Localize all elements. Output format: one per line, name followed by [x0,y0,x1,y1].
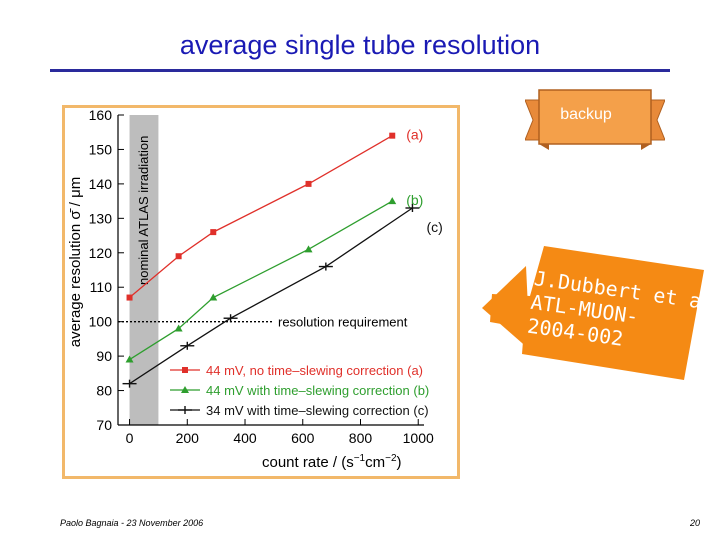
data-point [304,245,313,253]
y-tick-label: 140 [89,176,113,192]
series-tag: (a) [406,127,423,143]
y-tick-label: 120 [89,245,113,261]
threshold-label: resolution requirement [278,315,408,330]
x-tick-label: 800 [349,430,373,446]
x-tick-label: 1000 [403,430,434,446]
data-point [389,132,396,139]
slide-title: average single tube resolution [179,30,541,60]
legend-entry: 34 mV with time–slewing correction (c) [206,403,429,418]
y-tick-label: 80 [96,383,112,399]
page-number: 20 [690,518,701,528]
y-tick-label: 160 [89,107,113,123]
y-tick-label: 110 [90,279,113,295]
resolution-chart: nominal ATLAS irradiation 70 80 90 100 110 12… [67,107,443,471]
reference-callout-arrow [482,246,704,380]
irradiation-band-label: nominal ATLAS irradiation [136,136,151,285]
data-point [126,294,133,301]
data-point [125,355,134,363]
x-tick-label: 0 [126,430,134,446]
legend-entry: 44 mV, no time–slewing correction (a) [206,363,423,378]
series-tag: (c) [426,219,442,235]
x-tick-label: 600 [291,430,315,446]
y-axis-label: average resolution σ̄ / μm [67,177,84,347]
footer-author-date: Paolo Bagnaia - 23 November 2006 [60,518,204,528]
series-tag: (b) [406,192,423,208]
series-line [129,207,413,385]
data-point [174,324,183,332]
data-point [182,367,188,373]
data-point [209,293,218,301]
y-tick-label: 150 [89,141,113,157]
data-point [175,253,182,260]
x-axis-label: count rate / (s−1cm−2) [262,453,402,471]
irradiation-band [129,115,159,425]
data-point [388,197,397,205]
x-tick-label: 400 [233,430,257,446]
chart-frame [62,105,460,479]
legend-entry: 44 mV with time–slewing correction (b) [206,383,429,398]
data-point [210,229,217,236]
x-tick-label: 200 [176,430,200,446]
y-tick-label: 100 [89,314,113,330]
y-tick-label: 90 [96,348,112,364]
data-point [305,180,312,187]
backup-badge: backup [560,106,612,123]
y-tick-label: 130 [89,210,113,226]
title-underline [50,69,670,72]
data-point [181,386,189,393]
series-line [129,200,393,361]
y-tick-label: 70 [96,417,112,433]
backup-ribbon-icon [525,89,665,150]
